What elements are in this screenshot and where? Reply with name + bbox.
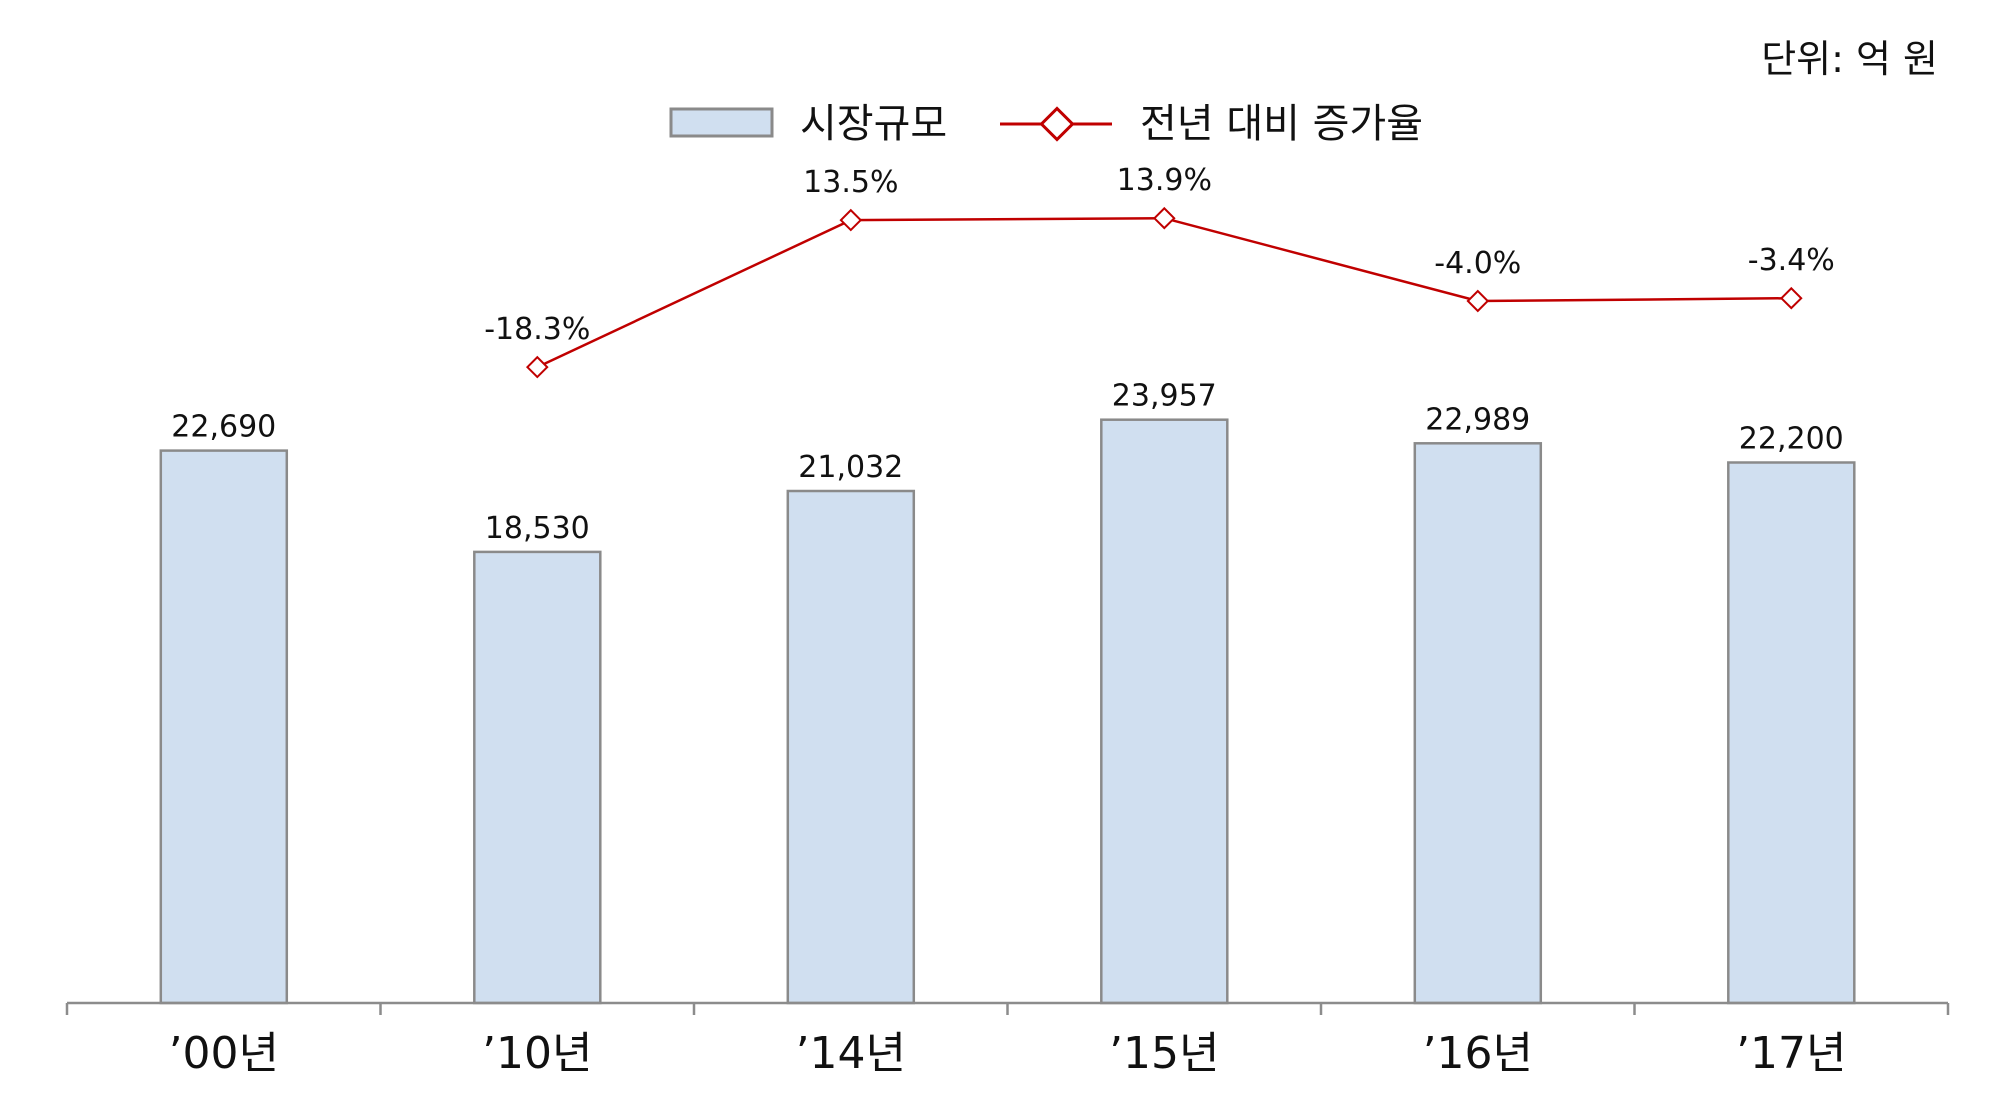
bar-value-label-4: 22,989	[1425, 402, 1530, 437]
rate-marker-2	[839, 208, 863, 232]
bar-1	[473, 550, 602, 1005]
rate-line-path	[536, 216, 1792, 369]
unit-note: 단위: 억 원	[1761, 37, 1938, 81]
bar-value-label-2: 21,032	[798, 450, 903, 485]
bar-5	[1727, 461, 1856, 1005]
bar-4	[1413, 442, 1543, 1005]
bar-0	[159, 449, 289, 1005]
x-tick-label-2: ’14년	[796, 1028, 906, 1079]
bar-2	[786, 489, 916, 1005]
legend-bar-swatch	[669, 107, 774, 138]
bar-value-label-1: 18,530	[485, 511, 590, 546]
rate-value-label-4: -4.0%	[1434, 246, 1521, 281]
bar-value-label-5: 22,200	[1739, 422, 1844, 457]
x-tick-label-3: ’15년	[1109, 1028, 1219, 1079]
bars	[159, 418, 1856, 1005]
legend-line-marker	[1039, 106, 1075, 142]
rate-marker-1	[525, 355, 549, 379]
rate-value-label-2: 13.5%	[803, 165, 898, 200]
x-tick-label-4: ’16년	[1423, 1028, 1533, 1079]
legend-bar-label: 시장규모	[800, 101, 947, 147]
legend-line-label: 전년 대비 증가율	[1140, 101, 1423, 147]
rate-value-label-1: -18.3%	[484, 312, 590, 347]
rate-labels: -18.3% 13.5% 13.9% -4.0% -3.4%	[484, 163, 1835, 347]
x-tick-label-5: ’17년	[1736, 1028, 1846, 1079]
rate-line	[525, 206, 1803, 379]
bar-labels: 22,690 18,530 21,032 23,957 22,989 22,200	[171, 379, 1843, 546]
rate-marker-4	[1466, 289, 1490, 313]
rate-value-label-5: -3.4%	[1748, 243, 1835, 278]
x-tick-label-0: ’00년	[169, 1028, 279, 1079]
x-axis	[65, 1001, 1950, 1015]
rate-marker-5	[1779, 286, 1803, 310]
legend: 시장규모 전년 대비 증가율	[669, 101, 1423, 147]
bar-value-label-3: 23,957	[1112, 379, 1217, 414]
rate-value-label-3: 13.9%	[1117, 163, 1212, 198]
bar-value-label-0: 22,690	[171, 410, 276, 445]
x-tick-label-1: ’10년	[482, 1028, 592, 1079]
bar-3	[1100, 418, 1229, 1005]
rate-marker-3	[1152, 206, 1176, 230]
x-tick-labels: ’00년 ’10년 ’14년 ’15년 ’16년 ’17년	[169, 1028, 1847, 1079]
